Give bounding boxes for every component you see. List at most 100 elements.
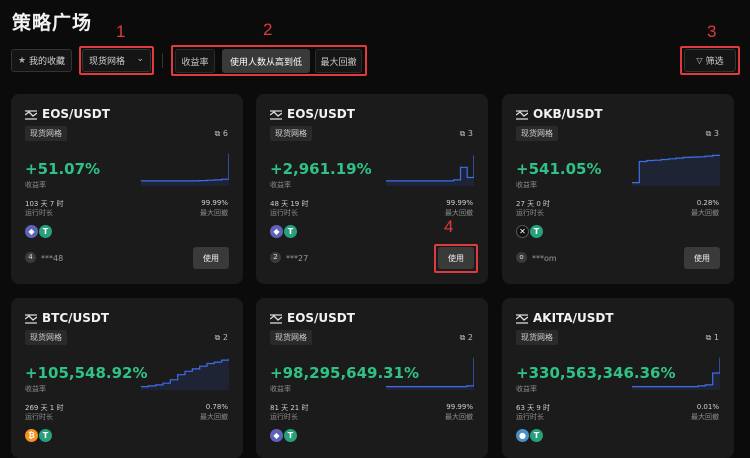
akita-coin-icon: ●: [516, 429, 529, 442]
runtime-value: 81 天 21 时: [270, 404, 309, 412]
sparkline-area: [386, 155, 474, 186]
usdt-coin-icon: T: [284, 225, 297, 238]
grid-strategy-icon: [270, 110, 282, 120]
drawdown-label: 最大回撤: [200, 209, 228, 217]
divider: [162, 53, 163, 68]
pair-name: AKITA/USDT: [533, 311, 614, 325]
sort-return-label: 收益率: [181, 57, 209, 68]
copies-count: ⧉ 2: [214, 333, 228, 342]
copies-count: ⧉ 6: [214, 129, 228, 138]
return-label: 收益率: [270, 385, 291, 393]
user-name: ***om: [532, 254, 557, 263]
strategy-type-tag: 现货网格: [270, 126, 312, 141]
user-name: ***27: [286, 254, 309, 263]
strategy-card[interactable]: AKITA/USDT 现货网格 ⧉ 1 +330,563,346.36% 收益率…: [502, 298, 734, 458]
sparkline-line: [141, 153, 229, 182]
copy-icon: ⧉: [459, 333, 466, 342]
grid-strategy-icon: [25, 314, 37, 324]
strategy-card[interactable]: EOS/USDT 现货网格 ⧉ 3 +2,961.19% 收益率 48 天 19…: [256, 94, 488, 284]
use-button[interactable]: 使用: [438, 247, 474, 269]
drawdown-label: 最大回撤: [691, 209, 719, 217]
strategy-card[interactable]: EOS/USDT 现货网格 ⧉ 2 +98,295,649.31% 收益率 81…: [256, 298, 488, 458]
grid-strategy-icon: [516, 110, 528, 120]
sparkline-area: [141, 153, 229, 186]
copies-count: ⧉ 3: [459, 129, 473, 138]
copy-icon: ⧉: [705, 333, 712, 342]
annotation-box-1: [79, 46, 154, 75]
user-avatar: 4: [25, 252, 36, 263]
runtime-label: 运行时长: [270, 209, 298, 217]
use-button[interactable]: 使用: [193, 247, 229, 269]
sort-drawdown-tab[interactable]: 最大回撤: [315, 49, 362, 73]
copies-count: ⧉ 3: [705, 129, 719, 138]
return-sparkline: [632, 357, 720, 390]
return-label: 收益率: [25, 181, 46, 189]
sort-drawdown-label: 最大回撤: [320, 57, 357, 68]
return-label: 收益率: [516, 385, 537, 393]
strategy-type-tag: 现货网格: [516, 126, 558, 141]
drawdown-value: 99.99%: [201, 199, 228, 207]
copies-count: ⧉ 1: [705, 333, 719, 342]
runtime-value: 269 天 1 时: [25, 404, 64, 412]
return-sparkline: [141, 358, 229, 390]
use-button[interactable]: 使用: [684, 247, 720, 269]
return-label: 收益率: [270, 181, 291, 189]
sparkline-line: [141, 358, 229, 388]
runtime-value: 103 天 7 时: [25, 200, 64, 208]
user-name: ***48: [41, 254, 64, 263]
pair-name: EOS/USDT: [287, 107, 355, 121]
chevron-down-icon: ⌄: [136, 54, 144, 64]
drawdown-value: 99.99%: [446, 403, 473, 411]
sparkline-line: [386, 155, 474, 182]
pair-name: BTC/USDT: [42, 311, 110, 325]
sparkline-area: [386, 357, 474, 390]
sort-users-tab[interactable]: 使用人数从高到低: [222, 49, 310, 73]
filter-button[interactable]: ▽ 筛选: [684, 49, 736, 72]
usdt-coin-icon: T: [39, 225, 52, 238]
usdt-coin-icon: T: [284, 429, 297, 442]
drawdown-label: 最大回撤: [691, 413, 719, 421]
sort-users-label: 使用人数从高到低: [229, 57, 302, 68]
sparkline-area: [632, 154, 720, 186]
annotation-box-2: [171, 45, 367, 76]
runtime-label: 运行时长: [25, 209, 53, 217]
grid-strategy-icon: [516, 314, 528, 324]
return-value: +98,295,649.31%: [270, 364, 420, 382]
annotation-number-4: 4: [444, 217, 454, 236]
runtime-value: 27 天 0 时: [516, 200, 551, 208]
sparkline-line: [632, 154, 720, 184]
annotation-box-3: [680, 46, 740, 75]
favorites-label: 我的收藏: [29, 57, 66, 67]
grid-type-dropdown[interactable]: 现货网格 ⌄: [82, 49, 151, 72]
strategy-type-tag: 现货网格: [516, 330, 558, 345]
sort-return-tab[interactable]: 收益率: [175, 49, 215, 73]
strategy-card[interactable]: BTC/USDT 现货网格 ⧉ 2 +105,548.92% 收益率 269 天…: [11, 298, 243, 458]
copies-count: ⧉ 2: [459, 333, 473, 342]
drawdown-label: 最大回撤: [445, 209, 473, 217]
grid-strategy-icon: [25, 110, 37, 120]
return-value: +51.07%: [25, 160, 101, 178]
return-sparkline: [386, 357, 474, 390]
return-value: +541.05%: [516, 160, 602, 178]
drawdown-value: 0.78%: [205, 403, 228, 411]
runtime-label: 运行时长: [516, 209, 544, 217]
filter-label: 筛选: [705, 57, 724, 67]
sparkline-line: [632, 357, 720, 388]
return-label: 收益率: [516, 181, 537, 189]
runtime-value: 48 天 19 时: [270, 200, 309, 208]
eos-coin-icon: ◆: [25, 225, 38, 238]
sparkline-line: [386, 357, 474, 388]
return-label: 收益率: [25, 385, 46, 393]
strategy-card[interactable]: OKB/USDT 现货网格 ⧉ 3 +541.05% 收益率 27 天 0 时 …: [502, 94, 734, 284]
user-avatar: o: [516, 252, 527, 263]
strategy-card[interactable]: EOS/USDT 现货网格 ⧉ 6 +51.07% 收益率 103 天 7 时 …: [11, 94, 243, 284]
strategy-type-tag: 现货网格: [25, 126, 67, 141]
favorites-button[interactable]: ★ 我的收藏: [11, 49, 72, 72]
pair-name: EOS/USDT: [42, 107, 110, 121]
return-sparkline: [632, 154, 720, 186]
usdt-coin-icon: T: [530, 225, 543, 238]
return-value: +2,961.19%: [270, 160, 372, 178]
runtime-label: 运行时长: [25, 413, 53, 421]
filter-icon: ▽: [696, 56, 703, 65]
strategy-type-tag: 现货网格: [25, 330, 67, 345]
